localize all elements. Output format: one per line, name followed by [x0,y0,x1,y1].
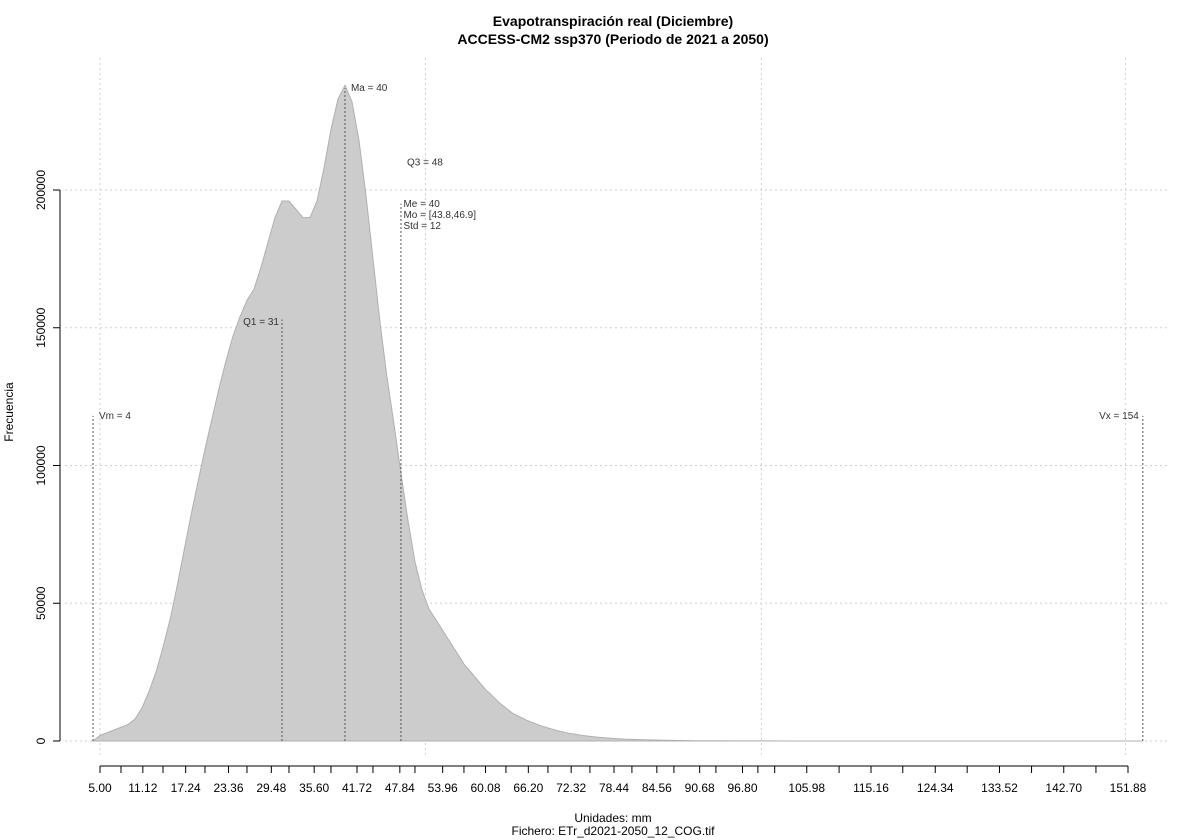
x-tick-label: 29.48 [256,781,286,795]
x-tick-label: 60.08 [470,781,500,795]
y-tick-label: 50000 [34,586,48,620]
x-tick-label: 142.70 [1045,781,1082,795]
chart-title: Evapotranspiración real (Diciembre) [493,13,733,29]
x-tick-label: 53.96 [428,781,458,795]
x-tick-label: 84.56 [642,781,672,795]
x-tick-label: 151.88 [1110,781,1147,795]
x-tick-label: 90.68 [685,781,715,795]
y-tick-label: 100000 [34,445,48,485]
chart-caption: Fichero: ETr_d2021-2050_12_COG.tif [512,824,716,838]
x-tick-label: 23.36 [213,781,243,795]
x-tick-label: 35.60 [299,781,329,795]
annotation-label: Q1 = 31 [243,317,279,328]
x-tick-label: 105.98 [788,781,825,795]
x-tick-label: 66.20 [513,781,543,795]
x-tick-label: 11.12 [128,781,157,795]
axes: 0 50000 100000 150000 200000 5.00 11.12 17.24 23… [34,170,1147,795]
chart-subtitle: ACCESS-CM2 ssp370 (Periodo de 2021 a 205… [457,31,768,47]
x-tick-label: 78.44 [599,781,629,795]
annotation-label: Ma = 40 [351,83,388,94]
x-tick-label: 72.32 [556,781,586,795]
annotation-label: Mo = [43.8,46.9] [403,210,476,221]
x-tick-label: 96.80 [727,781,757,795]
x-tick-label: 133.52 [981,781,1018,795]
y-axis-label: Frecuencia [2,382,16,442]
x-tick-label: 115.16 [853,781,889,795]
y-tick-label: 200000 [34,170,48,210]
density-area [91,84,1143,742]
x-tick-label: 17.24 [171,781,201,795]
x-tick-label: 47.84 [385,781,415,795]
x-tick-label: 5.00 [88,781,112,795]
annotation-label: Vx = 154 [1099,411,1139,422]
x-axis-label: Unidades: mm [574,811,651,825]
annotation-label: Vm = 4 [99,411,131,422]
density-area-path [91,84,1143,742]
annotation-label: Q3 = 48 [407,157,443,168]
x-tick-label: 124.34 [917,781,954,795]
y-tick-label: 0 [34,737,48,744]
annotation-label: Std = 12 [403,221,441,232]
y-tick-label: 150000 [34,307,48,347]
annotation-label: Me = 40 [403,199,440,210]
x-tick-label: 41.72 [342,781,372,795]
